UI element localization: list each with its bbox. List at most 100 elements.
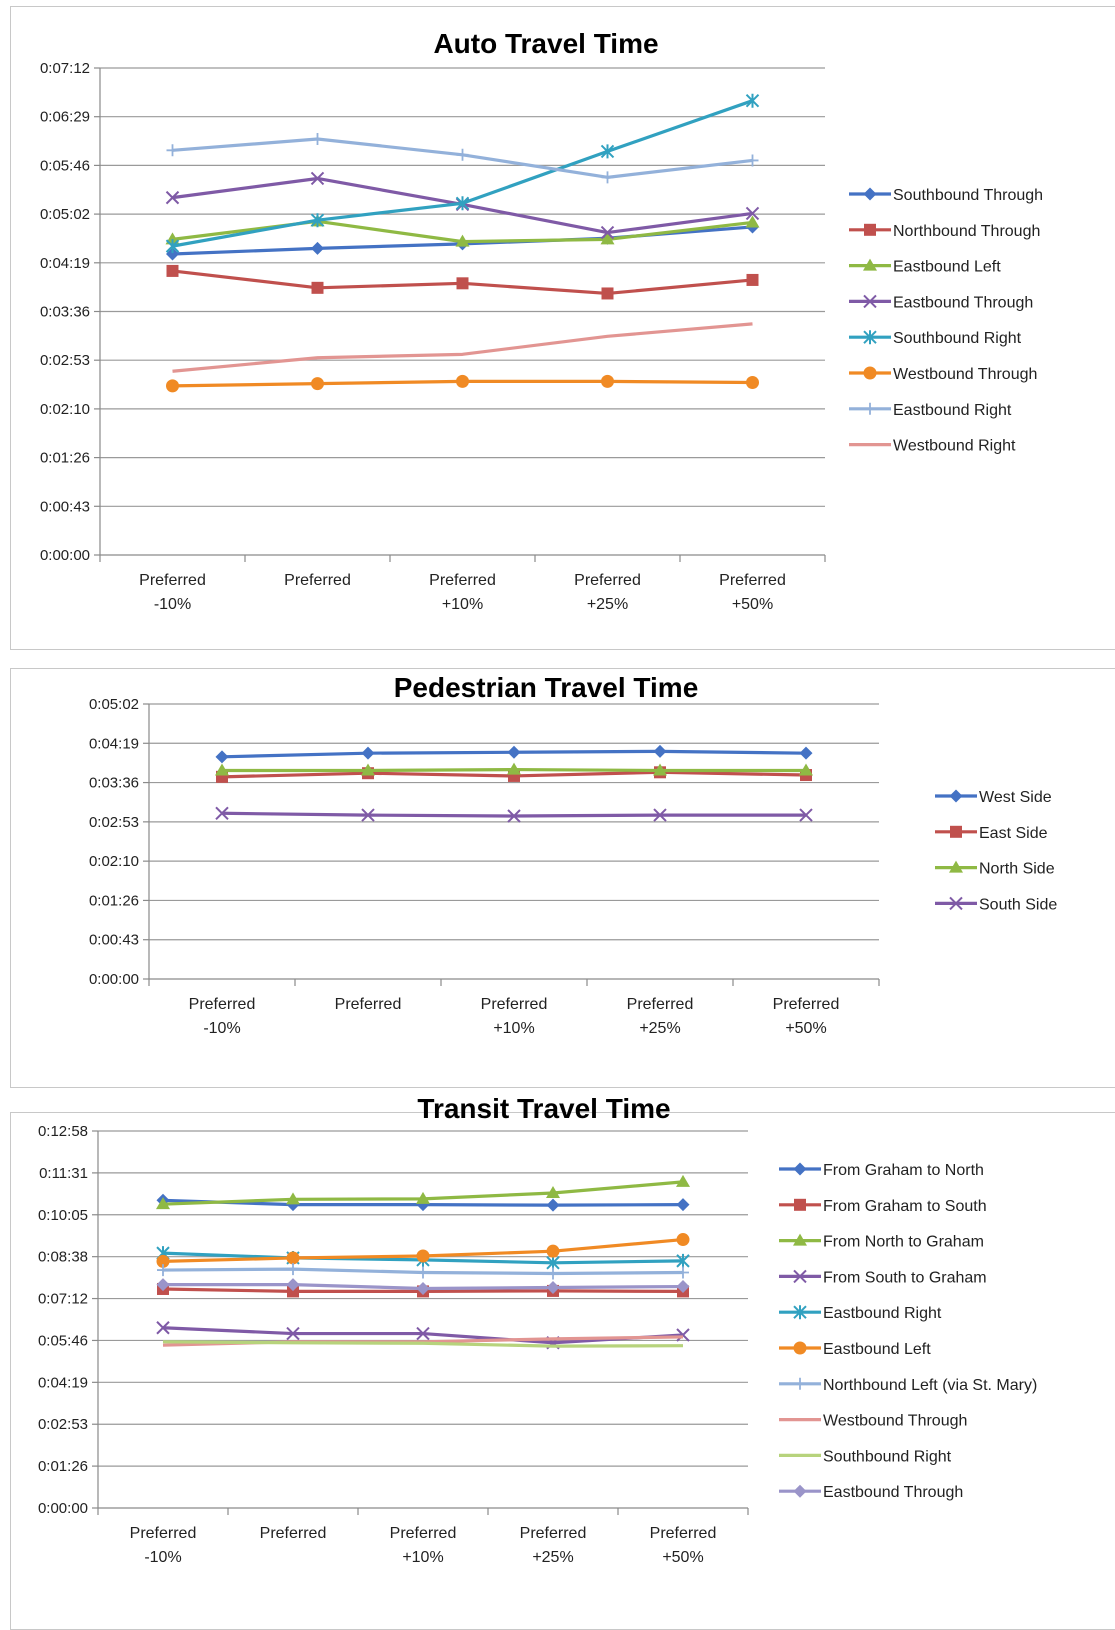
transit-travel-time-y-tick-label: 0:12:58: [38, 1123, 88, 1140]
transit-travel-time-legend-westbound-through-label: Westbound Through: [823, 1413, 967, 1430]
pedestrian-travel-time-series-north-side: [215, 762, 813, 776]
auto-travel-time-legend-eastbound-through-label: Eastbound Through: [893, 294, 1033, 311]
auto-travel-time-legend-southbound-through-label: Southbound Through: [893, 187, 1043, 204]
pedestrian-travel-time-legend-north-side-marker: [949, 860, 963, 873]
pedestrian-travel-time-series-west-side-point: [507, 745, 521, 759]
pedestrian-travel-time-y-tick-label: 0:01:26: [89, 892, 139, 909]
transit-travel-time-series-eastbound-left: [156, 1233, 690, 1268]
auto-travel-time-series-westbound-right: [172, 322, 753, 373]
pedestrian-travel-time-legend-west-side-label: West Side: [979, 789, 1052, 806]
auto-travel-time-legend-southbound-through: Southbound Through: [849, 187, 1043, 204]
transit-travel-time-series-northbound-left-via-st-mary-point: [547, 1267, 559, 1280]
transit-travel-time-series-from-south-to-graham-point: [416, 1326, 430, 1341]
transit-travel-time-series-eastbound-left-point: [676, 1233, 690, 1247]
auto-travel-time-series-southbound-right-point: [310, 213, 325, 228]
auto-travel-time-series-southbound-right-point: [455, 196, 470, 211]
auto-travel-time-legend-eastbound-through-marker: [863, 294, 877, 309]
pedestrian-travel-time-y-tick-label: 0:00:43: [89, 932, 139, 949]
auto-travel-time-title: Auto Travel Time: [433, 28, 658, 59]
pedestrian-travel-time-y-tick-label: 0:02:10: [89, 853, 139, 870]
auto-travel-time-series-westbound-through-point: [456, 374, 469, 388]
transit-travel-time-legend-westbound-through: Westbound Through: [779, 1413, 967, 1430]
pedestrian-travel-time-x-tick-label: Preferred +25%: [627, 996, 694, 1037]
transit-travel-time-legend-eastbound-left-marker: [793, 1341, 807, 1355]
transit-travel-time-legend-from-graham-to-north-marker: [793, 1162, 807, 1176]
transit-travel-time-y-tick-label: 0:01:26: [38, 1458, 88, 1475]
transit-travel-time-series-from-graham-to-north-point: [286, 1198, 300, 1212]
transit-travel-time-series-eastbound-left-point: [416, 1249, 430, 1263]
auto-travel-time-series-southbound-right-point: [165, 239, 180, 254]
transit-travel-time-legend-from-graham-to-south: From Graham to South: [779, 1198, 987, 1215]
transit-travel-time-series-from-graham-to-north-point: [546, 1198, 560, 1212]
pedestrian-travel-time-legend-east-side-label: East Side: [979, 825, 1048, 842]
auto-travel-time-series-northbound-through-point: [166, 264, 179, 277]
pedestrian-travel-time-series-west-side-point: [653, 744, 667, 758]
transit-travel-time-series-eastbound-left-point: [156, 1254, 170, 1268]
auto-travel-time-x-tick-label: Preferred +25%: [574, 572, 641, 613]
auto-travel-time-legend-westbound-through: Westbound Through: [849, 366, 1037, 383]
auto-travel-time-legend-eastbound-left-marker: [863, 258, 877, 271]
transit-travel-time-series-southbound-right: [162, 1340, 684, 1348]
transit-travel-time-series-from-south-to-graham: [156, 1321, 690, 1350]
auto-travel-time-series-westbound-through-point: [746, 376, 759, 390]
pedestrian-travel-time-series-south-side-point: [361, 808, 375, 822]
transit-travel-time-series-from-south-to-graham-point: [676, 1328, 690, 1342]
pedestrian-travel-time-y-tick-label: 0:00:00: [89, 971, 139, 988]
transit-travel-time-series-eastbound-through-point: [546, 1281, 560, 1295]
transit-travel-time-y-tick-label: 0:00:00: [38, 1500, 88, 1517]
pedestrian-travel-time-series-south-side-point: [507, 809, 521, 823]
transit-travel-time-series-eastbound-through: [156, 1278, 690, 1295]
transit-travel-time-legend-from-graham-to-north-label: From Graham to North: [823, 1162, 984, 1179]
auto-travel-time-legend-westbound-right-label: Westbound Right: [893, 438, 1016, 455]
transit-travel-time-series-from-north-to-graham-point: [546, 1186, 560, 1199]
auto-travel-time-series-northbound-through-point: [746, 273, 759, 286]
auto-travel-time-legend-northbound-through-label: Northbound Through: [893, 223, 1040, 240]
transit-travel-time-legend-from-north-to-graham-marker: [793, 1233, 807, 1246]
transit-travel-time-series-eastbound-left-point: [286, 1251, 300, 1265]
auto-travel-time-y-tick-label: 0:04:19: [40, 255, 90, 272]
transit-travel-time-legend-southbound-right: Southbound Right: [779, 1448, 952, 1465]
auto-chart-panel: Auto Travel Time 0:00:00 0:00:43 0:01:26 0:0…: [10, 6, 1115, 650]
transit-travel-time-y-tick-label: 0:02:53: [38, 1416, 88, 1433]
pedestrian-travel-time-legend-west-side: West Side: [935, 789, 1052, 806]
auto-travel-time-y-tick-label: 0:05:46: [40, 157, 90, 174]
auto-travel-time-legend-southbound-right-marker: [863, 330, 877, 345]
transit-travel-time-x-tick-label: Preferred: [260, 1525, 327, 1542]
auto-travel-time-series-eastbound-right-point: [456, 148, 469, 161]
auto-travel-time-series-westbound-through-point: [311, 377, 324, 391]
transit-travel-time-x-tick-label: Preferred +25%: [520, 1525, 587, 1566]
transit-travel-time-legend-northbound-left-via-st-mary-label: Northbound Left (via St. Mary): [823, 1377, 1037, 1394]
auto-travel-time-series-southbound-right: [165, 93, 760, 254]
transit-travel-time-legend-eastbound-right-label: Eastbound Right: [823, 1305, 942, 1322]
auto-travel-time-legend-northbound-through-marker: [864, 223, 876, 236]
auto-travel-time-y-tick-label: 0:01:26: [40, 450, 90, 467]
pedestrian-travel-time-y-tick-label: 0:03:36: [89, 775, 139, 792]
transit-travel-time-x-tick-label: Preferred -10%: [130, 1525, 197, 1566]
auto-travel-time-y-tick-label: 0:07:12: [40, 60, 90, 77]
auto-travel-time-series-northbound-through-point: [601, 287, 614, 300]
pedestrian-travel-time-series-south-side: [215, 806, 813, 823]
pedestrian-travel-time-y-tick-label: 0:02:53: [89, 814, 139, 831]
auto-travel-time-series-eastbound-right-point: [746, 154, 759, 167]
transit-travel-time-series-northbound-left-via-st-mary-point: [417, 1266, 429, 1279]
auto-travel-time-legend-westbound-right: Westbound Right: [849, 438, 1016, 455]
transit-travel-time-legend-eastbound-left-label: Eastbound Left: [823, 1341, 931, 1358]
auto-travel-time-legend-eastbound-left: Eastbound Left: [849, 258, 1001, 276]
auto-travel-time-series-eastbound-right-point: [166, 144, 179, 157]
auto-travel-time-series-northbound-through-point: [311, 281, 324, 294]
auto-travel-time-x-tick-label: Preferred +10%: [429, 572, 496, 613]
transit-travel-time-series-eastbound-through-point: [416, 1281, 430, 1295]
auto-travel-time-y-tick-label: 0:00:43: [40, 498, 90, 515]
auto-travel-time-series-eastbound-right-point: [601, 171, 614, 184]
pedestrian-travel-time-legend-east-side: East Side: [935, 825, 1048, 842]
transit-travel-time-series-eastbound-through-point: [156, 1278, 170, 1292]
transit-travel-time-series-from-graham-to-north-point: [416, 1198, 430, 1212]
auto-travel-time-x-tick-label: Preferred -10%: [139, 572, 206, 613]
transit-travel-time-series-northbound-left-via-st-mary: [157, 1263, 689, 1280]
transit-travel-time-series-from-north-to-graham-point: [416, 1191, 430, 1204]
transit-travel-time-series-from-north-to-graham-point: [156, 1197, 170, 1210]
pedestrian-travel-time-series-north-side-point: [215, 763, 229, 776]
transit-travel-time-legend-eastbound-through: Eastbound Through: [779, 1484, 963, 1501]
auto-travel-time-y-tick-label: 0:00:00: [40, 547, 90, 564]
transit-travel-time-title: Transit Travel Time: [417, 1093, 670, 1124]
